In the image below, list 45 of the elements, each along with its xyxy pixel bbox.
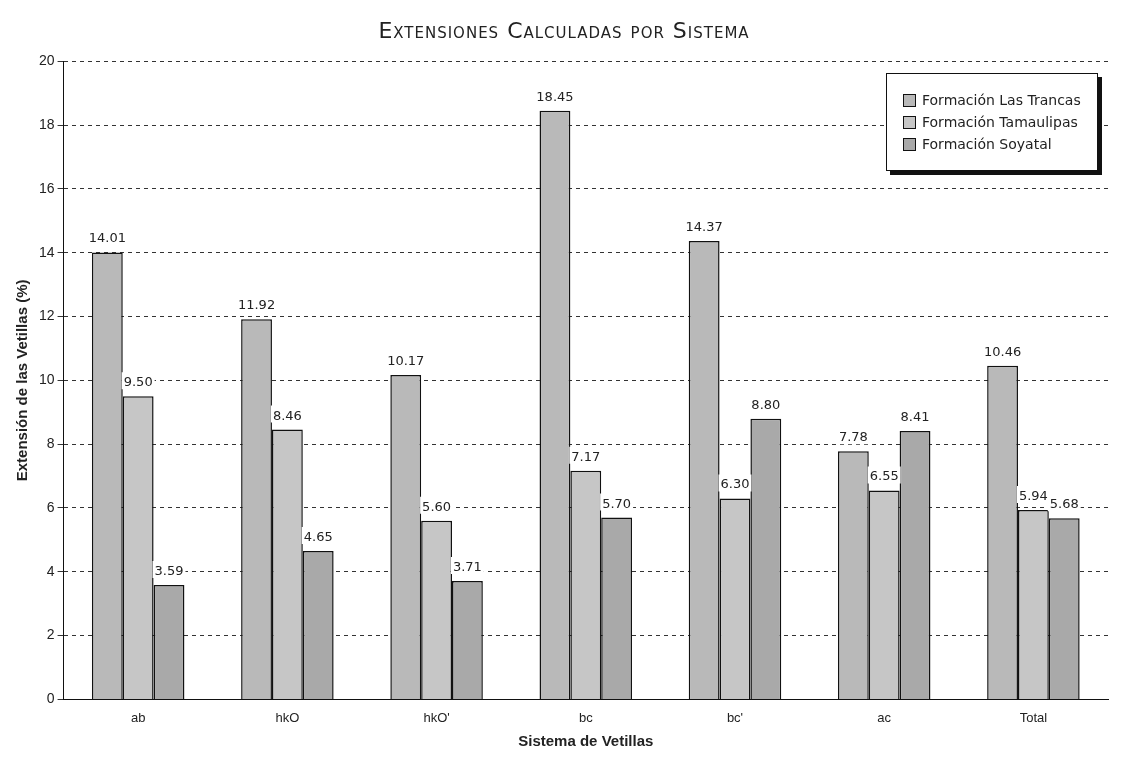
x-tick-label: hkO [275, 709, 300, 725]
x-tick-label: bc' [726, 709, 744, 725]
data-label: 7.17 [571, 448, 601, 464]
data-label: 6.30 [720, 476, 750, 492]
chart-title: Extensiones Calculadas por Sistema [377, 18, 751, 43]
data-label: 3.59 [154, 562, 184, 578]
y-tick-label: 4 [46, 562, 55, 579]
y-tick-label: 6 [46, 498, 55, 515]
y-tick-label: 8 [46, 435, 55, 452]
x-axis-title: Sistema de Vetillas [518, 732, 654, 750]
x-tick-label: ab [130, 709, 146, 725]
data-label: 5.70 [602, 495, 632, 511]
y-tick-label: 14 [38, 243, 55, 260]
data-label: 9.50 [123, 374, 153, 390]
x-tick-label: ac [877, 709, 892, 725]
x-tick-label: Total [1019, 709, 1048, 725]
data-label: 8.41 [900, 409, 930, 425]
data-label: 14.37 [685, 219, 723, 234]
data-label: 4.65 [303, 529, 333, 545]
x-tick-label: hkO' [423, 709, 450, 725]
data-label: 8.80 [751, 396, 781, 412]
y-tick-label: 10 [38, 371, 55, 388]
x-tick-label: bc [578, 709, 594, 725]
y-tick-label: 2 [46, 626, 55, 643]
legend-label: Formación Soyatal [922, 136, 1052, 153]
data-label: 3.71 [452, 559, 482, 575]
data-label: 18.45 [536, 88, 574, 104]
data-label: 10.46 [983, 343, 1022, 359]
data-label: 14.01 [88, 230, 126, 246]
y-tick-label: 12 [38, 307, 55, 324]
data-label: 11.92 [237, 297, 276, 313]
y-tick-label: 0 [46, 690, 55, 707]
data-label: 7.78 [838, 429, 868, 445]
data-label: 5.68 [1049, 496, 1079, 512]
legend-label: Formación Tamaulipas [922, 114, 1078, 131]
data-label: 8.46 [272, 407, 302, 423]
data-label: 6.55 [869, 468, 899, 484]
data-label: 5.94 [1018, 487, 1048, 503]
y-axis-title: Extensión de las Vetillas (%) [13, 279, 31, 482]
y-tick-label: 16 [38, 179, 55, 196]
legend-label: Formación Las Trancas [922, 92, 1081, 109]
data-label: 5.60 [422, 498, 452, 514]
y-tick-label: 20 [38, 52, 55, 69]
data-label: 10.17 [387, 352, 425, 368]
y-tick-label: 18 [38, 116, 55, 133]
